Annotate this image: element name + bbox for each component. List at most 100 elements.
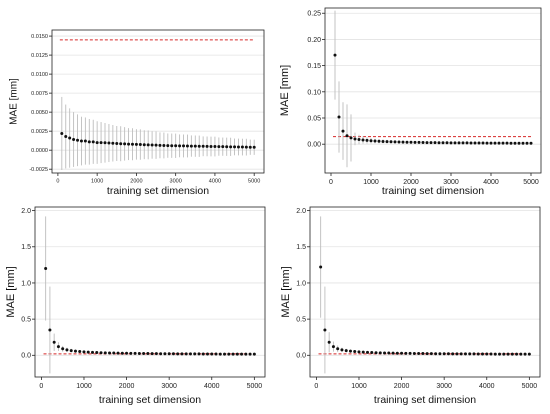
data-point bbox=[138, 143, 142, 147]
x-tick-label: 0 bbox=[329, 179, 333, 186]
data-point bbox=[193, 144, 197, 148]
data-point bbox=[501, 141, 505, 145]
data-point bbox=[445, 141, 449, 145]
x-tick-label: 5000 bbox=[523, 179, 539, 186]
data-point bbox=[468, 352, 472, 356]
data-point bbox=[223, 352, 227, 356]
data-point bbox=[154, 143, 158, 147]
data-point bbox=[383, 351, 387, 355]
data-point bbox=[485, 141, 489, 145]
data-point bbox=[425, 141, 429, 145]
y-tick-label: 0.0050 bbox=[31, 110, 48, 116]
data-point bbox=[401, 140, 405, 144]
data-point bbox=[134, 142, 138, 146]
data-point bbox=[463, 352, 467, 356]
data-point bbox=[159, 352, 163, 356]
plot-frame bbox=[309, 206, 541, 378]
x-tick-label: 2000 bbox=[403, 179, 419, 186]
plot-frame bbox=[51, 29, 265, 174]
x-tick-label: 2000 bbox=[130, 179, 142, 185]
data-point bbox=[469, 141, 473, 145]
data-point bbox=[52, 340, 56, 344]
y-tick-label: 0.10 bbox=[307, 89, 321, 96]
data-point bbox=[185, 144, 189, 148]
data-point bbox=[457, 141, 461, 145]
data-point bbox=[434, 352, 438, 356]
data-point bbox=[65, 348, 69, 352]
data-point bbox=[523, 352, 527, 356]
data-point bbox=[123, 142, 127, 146]
data-point bbox=[56, 345, 60, 349]
data-point bbox=[61, 347, 65, 351]
x-tick-label: 1000 bbox=[351, 383, 367, 390]
data-point bbox=[517, 141, 521, 145]
data-point bbox=[429, 141, 433, 145]
data-point bbox=[99, 351, 103, 355]
data-point bbox=[129, 351, 133, 355]
data-point bbox=[344, 349, 348, 353]
data-point bbox=[353, 137, 357, 141]
data-point bbox=[68, 136, 72, 140]
data-point bbox=[389, 140, 393, 144]
data-point bbox=[506, 352, 510, 356]
data-point bbox=[521, 141, 525, 145]
data-point bbox=[493, 352, 497, 356]
data-point bbox=[337, 115, 341, 119]
data-point bbox=[473, 141, 477, 145]
data-point bbox=[64, 134, 68, 138]
data-point bbox=[146, 143, 150, 147]
data-point bbox=[409, 140, 413, 144]
data-point bbox=[244, 145, 248, 149]
x-tick-label: 0 bbox=[39, 383, 43, 390]
data-point bbox=[502, 352, 506, 356]
data-point bbox=[319, 265, 323, 269]
data-point bbox=[44, 266, 48, 270]
data-point bbox=[477, 141, 481, 145]
data-point bbox=[417, 351, 421, 355]
data-point bbox=[214, 352, 218, 356]
data-point bbox=[472, 352, 476, 356]
x-tick-label: 1000 bbox=[76, 383, 92, 390]
data-point bbox=[72, 138, 76, 142]
data-point bbox=[79, 139, 83, 143]
data-point bbox=[341, 129, 345, 133]
data-point bbox=[240, 145, 244, 149]
x-axis-label: training set dimension bbox=[374, 394, 476, 406]
data-point bbox=[150, 352, 154, 356]
x-tick-label: 4000 bbox=[483, 179, 499, 186]
data-point bbox=[505, 141, 509, 145]
data-point bbox=[345, 134, 349, 138]
y-tick-label: 0.0 bbox=[21, 353, 31, 360]
data-point bbox=[441, 141, 445, 145]
data-point bbox=[369, 139, 373, 143]
y-tick-label: 1.0 bbox=[296, 280, 306, 287]
data-point bbox=[366, 350, 369, 354]
data-point bbox=[489, 141, 493, 145]
x-axis-label: training set dimension bbox=[99, 394, 201, 406]
data-point bbox=[252, 352, 256, 356]
data-point bbox=[461, 141, 465, 145]
y-tick-label: 0.25 bbox=[307, 11, 321, 18]
chart-panel-top-right: 0 1000 2000 3000 4000 5000 0.00 0.05 0.10 0.15 0.2… bbox=[275, 0, 550, 200]
data-point bbox=[158, 143, 162, 147]
data-point bbox=[252, 145, 256, 149]
data-point bbox=[327, 340, 331, 344]
data-point bbox=[231, 352, 235, 356]
x-tick-label: 1000 bbox=[363, 179, 379, 186]
data-point bbox=[119, 142, 123, 146]
data-point bbox=[489, 352, 493, 356]
data-point bbox=[519, 352, 523, 356]
data-point bbox=[451, 352, 455, 356]
x-tick-label: 1000 bbox=[91, 179, 103, 185]
y-tick-label: 1.0 bbox=[21, 280, 31, 287]
data-point bbox=[95, 351, 99, 355]
data-point bbox=[125, 351, 129, 355]
data-point bbox=[197, 352, 201, 356]
data-point bbox=[373, 139, 377, 143]
data-point bbox=[170, 144, 174, 148]
data-point bbox=[333, 53, 337, 57]
data-point bbox=[323, 328, 327, 332]
data-point bbox=[111, 141, 115, 145]
data-point bbox=[69, 349, 73, 353]
y-axis-label: MAE [mm] bbox=[9, 78, 20, 125]
